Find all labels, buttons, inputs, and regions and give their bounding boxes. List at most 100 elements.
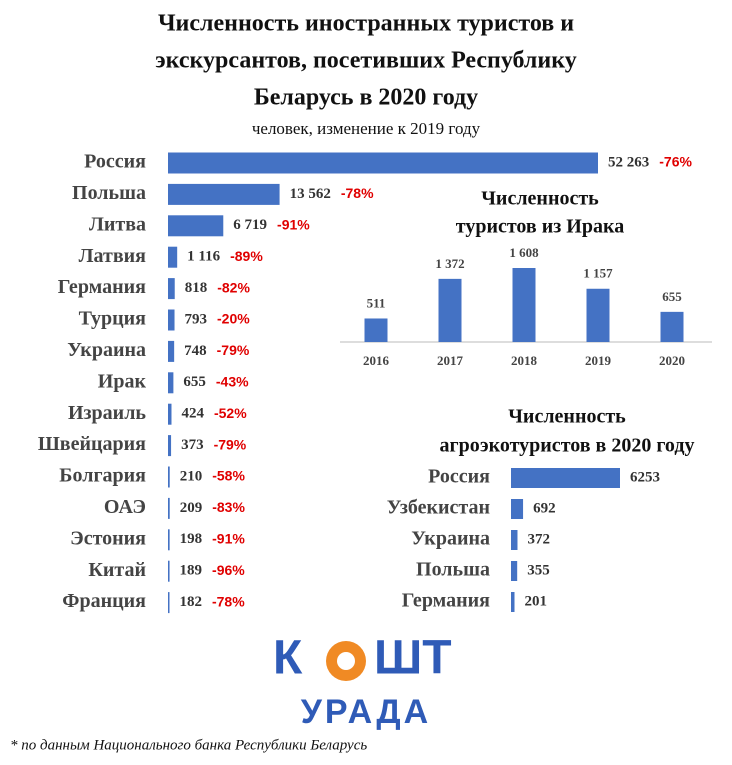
value-label: 511 <box>367 295 386 310</box>
category-label: Россия <box>428 466 490 488</box>
change-label: -83% <box>212 499 245 515</box>
bar <box>168 152 598 174</box>
value-label: 1 157 <box>583 266 613 281</box>
value-label: 748 <box>184 343 207 359</box>
value-label: 201 <box>525 593 548 609</box>
category-label: Эстония <box>70 527 146 549</box>
value-label: 793 <box>185 311 208 327</box>
category-label: Узбекистан <box>387 497 490 519</box>
value-label: 13 562 <box>290 186 331 202</box>
x-tick-label: 2018 <box>511 353 538 368</box>
bar <box>511 499 524 519</box>
chart-title: Численность <box>508 406 626 428</box>
chart-subtitle: человек, изменение к 2019 году <box>252 119 481 138</box>
bar <box>438 278 462 342</box>
change-label: -79% <box>217 342 250 358</box>
category-label: Турция <box>79 308 147 330</box>
change-label: -78% <box>212 593 245 609</box>
change-label: -52% <box>214 405 247 421</box>
bar <box>168 340 175 362</box>
change-label: -78% <box>341 185 374 201</box>
category-label: Швейцария <box>38 433 146 455</box>
value-label: 6 719 <box>233 217 267 233</box>
value-label: 424 <box>181 406 204 422</box>
value-label: 692 <box>533 500 556 516</box>
x-tick-label: 2019 <box>585 353 612 368</box>
bar <box>168 466 170 488</box>
bar <box>168 403 172 425</box>
category-label: Болгария <box>59 465 146 487</box>
category-label: Россия <box>84 151 146 173</box>
logo-text: К <box>273 632 303 685</box>
category-label: Германия <box>402 590 490 612</box>
bar <box>168 183 280 205</box>
value-label: 372 <box>527 531 550 547</box>
logo-icon <box>326 641 366 681</box>
bar <box>168 529 170 551</box>
category-label: Латвия <box>79 245 147 267</box>
x-tick-label: 2017 <box>437 353 464 368</box>
category-label: ОАЭ <box>104 496 146 518</box>
category-label: Польша <box>416 559 490 581</box>
change-label: -58% <box>212 468 245 484</box>
bar <box>168 592 170 614</box>
change-label: -96% <box>212 562 245 578</box>
change-label: -82% <box>217 279 250 295</box>
value-label: 1 372 <box>435 256 464 271</box>
category-label: Украина <box>67 339 146 361</box>
value-label: 1 116 <box>187 249 220 265</box>
chart-title: туристов из Ирака <box>456 216 624 238</box>
chart-title: Численность <box>481 188 599 210</box>
bar <box>511 592 515 612</box>
chart-title: агроэкотуристов в 2020 году <box>440 435 695 457</box>
change-label: -79% <box>214 436 247 452</box>
logo-text: ШТ <box>374 632 452 685</box>
bar <box>168 435 172 457</box>
bar <box>168 372 174 394</box>
bar <box>660 311 684 342</box>
value-label: 209 <box>180 500 203 516</box>
change-label: -76% <box>659 154 692 170</box>
footnote: * по данным Национального банка Республи… <box>10 737 367 753</box>
chart-title: Численность иностранных туристов и <box>158 11 574 37</box>
value-label: 818 <box>185 280 208 296</box>
bar <box>168 215 224 237</box>
value-label: 373 <box>181 437 204 453</box>
value-label: 355 <box>527 562 550 578</box>
category-label: Израиль <box>68 402 146 424</box>
bar <box>364 318 388 342</box>
category-label: Украина <box>411 528 490 550</box>
category-label: Литва <box>89 213 146 235</box>
bar <box>168 246 178 268</box>
category-label: Ирак <box>98 370 147 392</box>
bar <box>511 561 518 581</box>
value-label: 6253 <box>630 469 660 485</box>
value-label: 189 <box>180 563 203 579</box>
value-label: 52 263 <box>608 154 649 170</box>
value-label: 1 608 <box>509 245 539 260</box>
category-label: Китай <box>88 559 146 581</box>
category-label: Франция <box>62 590 146 612</box>
chart-title: Беларусь в 2020 году <box>254 85 478 111</box>
value-label: 210 <box>180 468 203 484</box>
chart-title: экскурсантов, посетивших Республику <box>155 48 576 74</box>
change-label: -91% <box>212 531 245 547</box>
change-label: -91% <box>277 217 310 233</box>
bar <box>511 468 620 488</box>
logo-subtext: УРАДА <box>301 693 431 731</box>
bar <box>168 278 175 300</box>
value-label: 198 <box>180 531 203 547</box>
bar <box>511 530 518 550</box>
value-label: 182 <box>179 594 202 610</box>
x-tick-label: 2020 <box>659 353 685 368</box>
bar <box>586 288 610 342</box>
change-label: -43% <box>216 374 249 390</box>
bar <box>168 309 175 331</box>
change-label: -20% <box>217 311 250 327</box>
category-label: Германия <box>58 276 146 298</box>
value-label: 655 <box>183 374 206 390</box>
bar <box>512 268 536 342</box>
x-tick-label: 2016 <box>363 353 390 368</box>
category-label: Польша <box>72 182 146 204</box>
